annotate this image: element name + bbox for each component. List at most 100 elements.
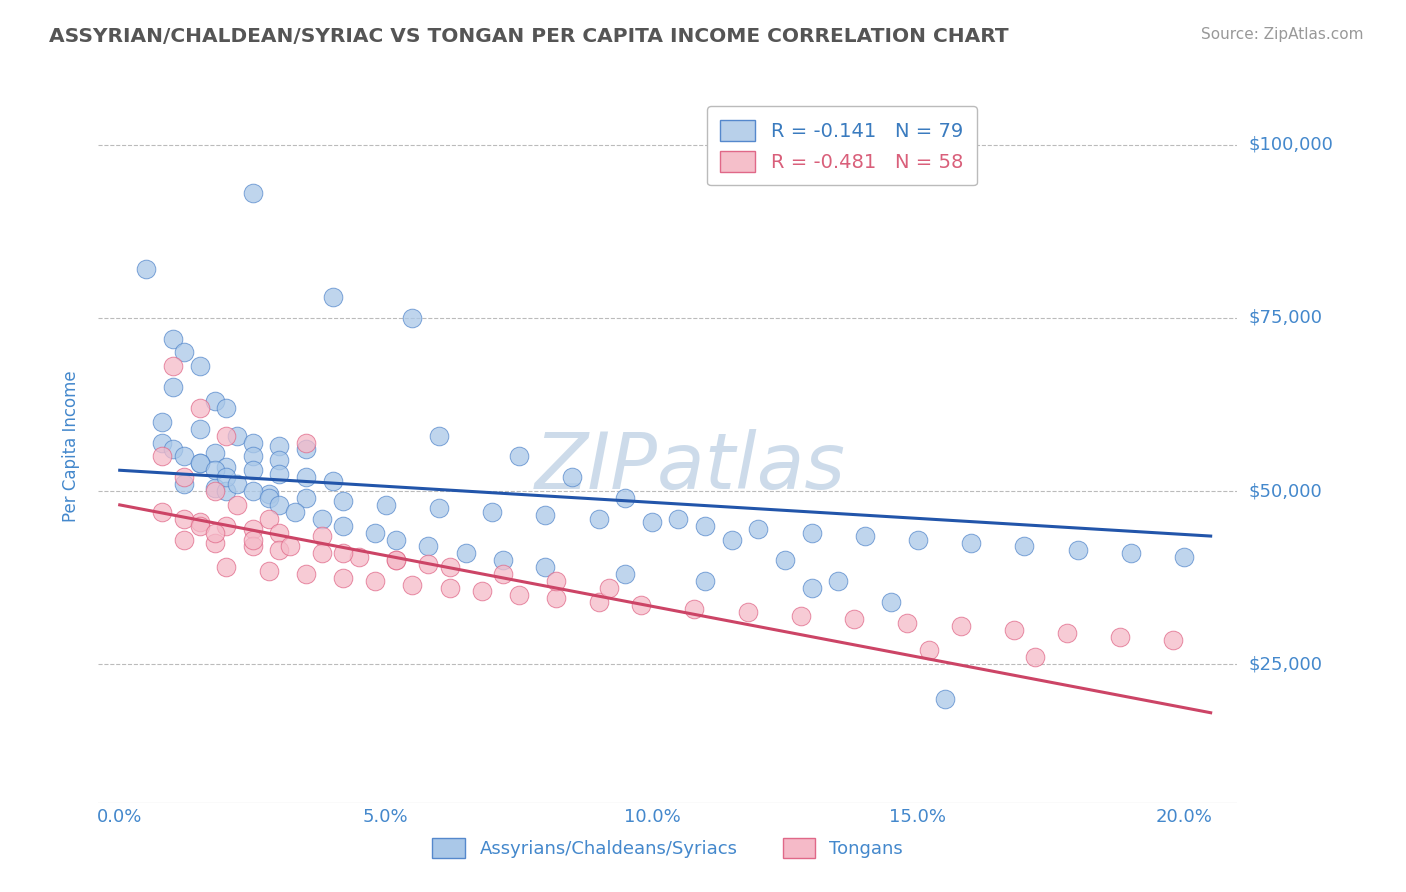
- Point: [1163, 632, 1185, 647]
- Point: [481, 505, 503, 519]
- Point: [773, 553, 796, 567]
- Point: [257, 491, 280, 505]
- Point: [242, 522, 264, 536]
- Text: ZIPatlas: ZIPatlas: [536, 429, 846, 506]
- Point: [204, 394, 226, 409]
- Point: [162, 332, 184, 346]
- Point: [242, 540, 264, 554]
- Point: [364, 574, 387, 588]
- Point: [225, 498, 247, 512]
- Point: [427, 428, 450, 442]
- Text: Source: ZipAtlas.com: Source: ZipAtlas.com: [1201, 27, 1364, 42]
- Point: [401, 310, 423, 325]
- Point: [295, 442, 318, 457]
- Point: [747, 522, 769, 536]
- Point: [215, 470, 238, 484]
- Point: [492, 567, 515, 582]
- Point: [173, 533, 195, 547]
- Point: [257, 564, 280, 578]
- Point: [311, 512, 333, 526]
- Point: [1066, 543, 1088, 558]
- Point: [546, 574, 568, 588]
- Point: [242, 435, 264, 450]
- Point: [295, 491, 318, 505]
- Point: [215, 459, 238, 474]
- Point: [269, 453, 291, 467]
- Point: [800, 581, 823, 595]
- Point: [1002, 623, 1025, 637]
- Point: [188, 359, 211, 374]
- Text: $25,000: $25,000: [1249, 656, 1323, 673]
- Point: [332, 494, 354, 508]
- Point: [949, 619, 972, 633]
- Point: [880, 595, 903, 609]
- Point: [614, 567, 637, 582]
- Point: [135, 262, 157, 277]
- Point: [401, 577, 423, 591]
- Point: [332, 546, 354, 560]
- Point: [188, 401, 211, 415]
- Point: [225, 428, 247, 442]
- Point: [364, 525, 387, 540]
- Point: [917, 643, 939, 657]
- Point: [492, 553, 515, 567]
- Point: [439, 560, 461, 574]
- Text: $75,000: $75,000: [1249, 309, 1323, 326]
- Point: [1173, 549, 1195, 564]
- Point: [150, 505, 173, 519]
- Point: [508, 450, 530, 464]
- Point: [204, 463, 226, 477]
- Text: $50,000: $50,000: [1249, 482, 1322, 500]
- Point: [162, 359, 184, 374]
- Point: [1024, 650, 1046, 665]
- Point: [737, 605, 759, 619]
- Legend: Assyrians/Chaldeans/Syriacs, Tongans: Assyrians/Chaldeans/Syriacs, Tongans: [425, 830, 911, 865]
- Point: [162, 442, 184, 457]
- Point: [896, 615, 918, 630]
- Point: [720, 533, 742, 547]
- Point: [311, 529, 333, 543]
- Point: [668, 512, 690, 526]
- Point: [827, 574, 849, 588]
- Point: [295, 567, 318, 582]
- Point: [188, 422, 211, 436]
- Point: [215, 560, 238, 574]
- Point: [683, 602, 706, 616]
- Point: [418, 540, 440, 554]
- Point: [1056, 626, 1078, 640]
- Point: [385, 553, 408, 567]
- Point: [641, 515, 664, 529]
- Point: [188, 456, 211, 470]
- Point: [508, 588, 530, 602]
- Point: [278, 540, 301, 554]
- Point: [534, 560, 557, 574]
- Point: [204, 536, 226, 550]
- Point: [242, 463, 264, 477]
- Point: [800, 525, 823, 540]
- Point: [215, 401, 238, 415]
- Point: [1119, 546, 1142, 560]
- Point: [173, 345, 195, 359]
- Point: [853, 529, 876, 543]
- Point: [347, 549, 370, 564]
- Point: [693, 518, 716, 533]
- Point: [561, 470, 583, 484]
- Point: [546, 591, 568, 606]
- Point: [173, 512, 195, 526]
- Point: [295, 470, 318, 484]
- Point: [630, 599, 652, 613]
- Point: [242, 450, 264, 464]
- Point: [332, 518, 354, 533]
- Point: [907, 533, 929, 547]
- Point: [471, 584, 494, 599]
- Point: [257, 512, 280, 526]
- Point: [269, 467, 291, 481]
- Text: $100,000: $100,000: [1249, 136, 1333, 153]
- Point: [269, 439, 291, 453]
- Point: [322, 474, 344, 488]
- Point: [173, 477, 195, 491]
- Point: [614, 491, 637, 505]
- Point: [242, 483, 264, 498]
- Point: [257, 487, 280, 501]
- Point: [1109, 630, 1132, 644]
